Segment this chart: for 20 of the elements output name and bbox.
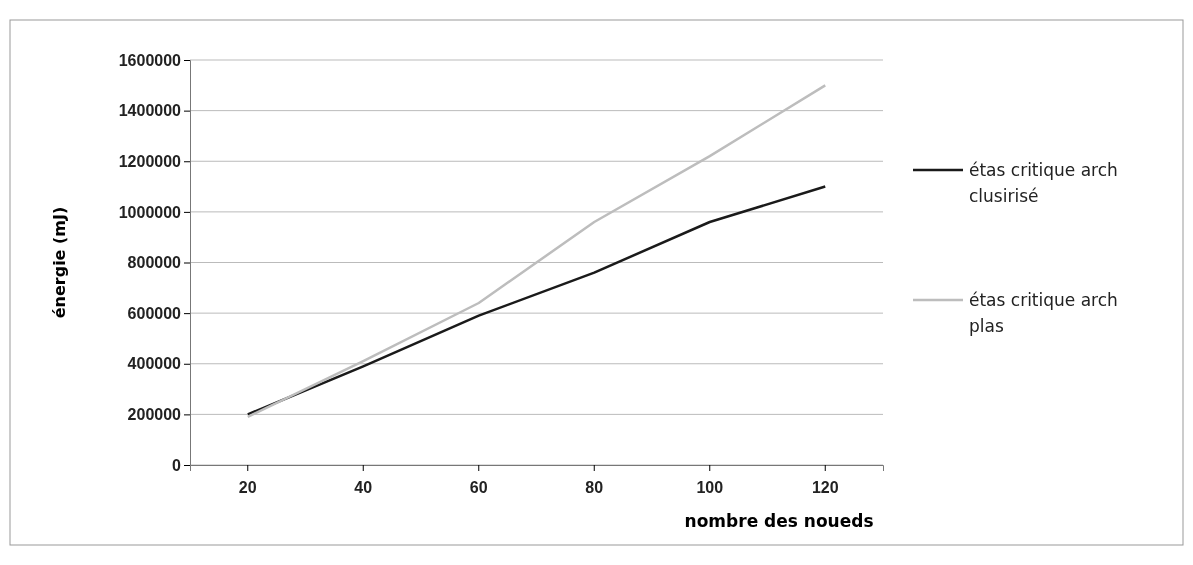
line-series [246,185,827,416]
x-tick-label: 40 [354,479,373,497]
y-tick-label: 1600000 [118,51,182,69]
legend-label: étas critique arch clusirisé [969,160,1118,206]
y-tick-label: 800000 [127,254,182,272]
x-tick-label: 20 [238,479,257,497]
legend-label: étas critique arch plas [969,290,1118,336]
x-axis-title: nombre des noueds [684,511,874,531]
y-tick-label: 400000 [127,355,182,373]
y-tick-label: 1400000 [118,102,182,120]
y-tick-label: 200000 [127,405,182,423]
x-tick-label: 100 [696,479,724,497]
y-tick-label: 1000000 [118,203,182,221]
x-tick-label: 80 [585,479,604,497]
y-tick-label: 600000 [127,304,182,322]
y-axis-title: énergie (mJ) [50,206,69,319]
y-tick-label: 0 [172,456,182,474]
y-tick-label: 1200000 [118,152,182,170]
x-tick-label: 120 [811,479,839,497]
x-tick-label: 60 [469,479,488,497]
